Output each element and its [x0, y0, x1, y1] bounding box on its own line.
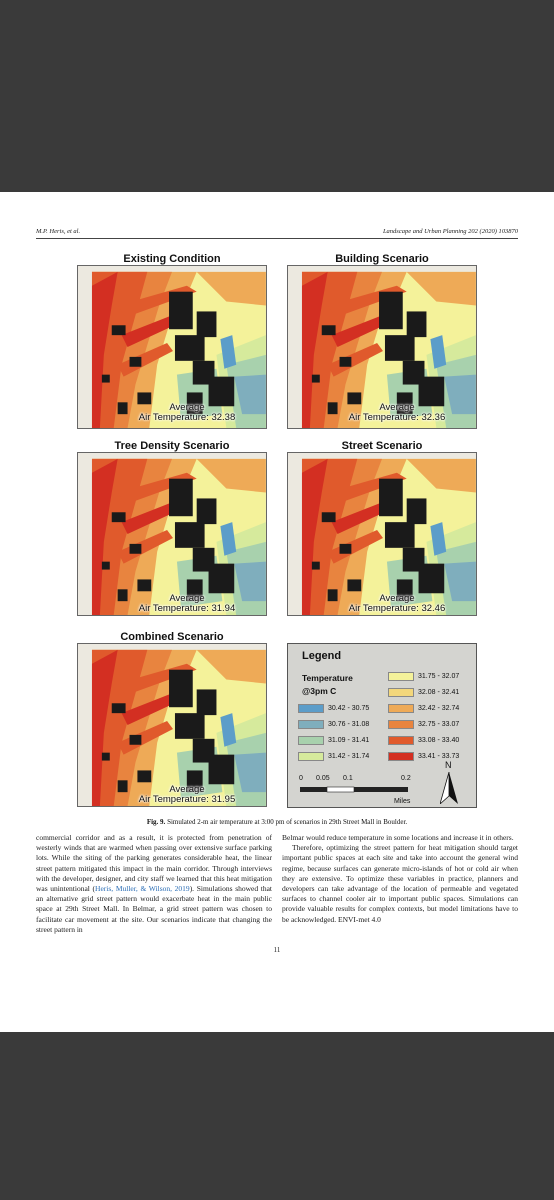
legend-range: 33.08 - 33.40: [418, 737, 460, 744]
legend-subtitle-line: Temperature: [302, 673, 353, 683]
scale-label: 0.1: [343, 775, 353, 782]
legend-swatch: [388, 688, 414, 697]
heatmap-graphic: [78, 453, 266, 615]
panel-title: Street Scenario: [341, 440, 423, 452]
legend-item: 33.41 - 33.73: [388, 752, 459, 761]
legend-item: 31.09 - 31.41: [298, 736, 369, 745]
paragraph: Therefore, optimizing the street pattern…: [282, 843, 518, 924]
body-column-left: commercial corridor and as a result, it …: [36, 833, 272, 935]
legend-swatch: [388, 736, 414, 745]
scale-label: 0.05: [316, 775, 330, 782]
legend-range: 31.42 - 31.74: [328, 753, 370, 760]
legend-range: 30.42 - 30.75: [328, 705, 370, 712]
legend-swatch: [388, 672, 414, 681]
legend-swatch: [298, 704, 324, 713]
average-label: Average Air Temperature: 31.94: [117, 594, 257, 614]
legend-range: 32.42 - 32.74: [418, 705, 460, 712]
legend-item: 33.08 - 33.40: [388, 736, 459, 745]
panel-title: Existing Condition: [123, 253, 221, 265]
body-column-right: Belmar would reduce temperature in some …: [282, 833, 518, 925]
average-label: Average Air Temperature: 32.36: [327, 403, 467, 423]
heatmap-graphic: [78, 644, 266, 806]
average-word: Average: [169, 402, 205, 413]
caption-label: Fig. 9.: [146, 818, 166, 826]
heatmap: [77, 452, 267, 616]
legend-item: 31.75 - 32.07: [388, 672, 459, 681]
legend-swatch: [388, 752, 414, 761]
legend-range: 31.09 - 31.41: [328, 737, 370, 744]
legend-swatch: [298, 736, 324, 745]
citation-link[interactable]: Heris, Muller, & Wilson, 2019: [95, 884, 190, 894]
heatmap: [287, 452, 477, 616]
scale-unit: Miles: [394, 798, 411, 805]
average-label: Average Air Temperature: 32.46: [327, 594, 467, 614]
document-page: M.P. Heris, et al. Landscape and Urban P…: [0, 192, 554, 1032]
paragraph: Belmar would reduce temperature in some …: [282, 833, 514, 842]
legend-swatch: [388, 720, 414, 729]
average-word: Average: [169, 593, 205, 604]
legend-range: 31.75 - 32.07: [418, 673, 460, 680]
panel-title: Building Scenario: [335, 253, 429, 265]
legend-item: 32.75 - 33.07: [388, 720, 459, 729]
average-word: Average: [169, 784, 205, 795]
running-header: M.P. Heris, et al. Landscape and Urban P…: [36, 228, 518, 235]
average-label: Average Air Temperature: 31.95: [117, 785, 257, 805]
scale-bar: [300, 786, 408, 793]
scale-label: 0: [299, 775, 303, 782]
map-legend: Legend Temperature @3pm C 30.42 - 30.75 …: [287, 643, 477, 808]
average-value: Air Temperature: 32.36: [348, 412, 446, 423]
header-journal: Landscape and Urban Planning 202 (2020) …: [382, 228, 518, 235]
header-rule: [36, 238, 518, 239]
panel-title: Combined Scenario: [120, 631, 224, 643]
legend-item: 31.42 - 31.74: [298, 752, 369, 761]
legend-subtitle: Temperature @3pm C: [302, 672, 353, 698]
heatmap: [77, 265, 267, 429]
legend-range: 30.76 - 31.08: [328, 721, 370, 728]
legend-range: 33.41 - 33.73: [418, 753, 460, 760]
scale-label: 0.2: [401, 775, 411, 782]
paragraph: commercial corridor and as a result, it …: [36, 833, 272, 935]
average-label: Average Air Temperature: 32.38: [117, 403, 257, 423]
caption-text: Simulated 2-m air temperature at 3:00 pm…: [167, 818, 408, 826]
legend-range: 32.08 - 32.41: [418, 689, 460, 696]
page-number: 11: [273, 946, 281, 954]
legend-title: Legend: [302, 650, 342, 662]
legend-item: 30.76 - 31.08: [298, 720, 369, 729]
text-run: ). Simulations showed that an alternativ…: [36, 884, 273, 934]
legend-item: 30.42 - 30.75: [298, 704, 369, 713]
average-value: Air Temperature: 32.38: [138, 412, 236, 423]
average-value: Air Temperature: 31.95: [138, 794, 236, 805]
panel-title: Tree Density Scenario: [114, 440, 230, 452]
legend-item: 32.42 - 32.74: [388, 704, 459, 713]
figure-caption: Fig. 9. Simulated 2-m air temperature at…: [0, 818, 554, 826]
north-label: N: [445, 760, 452, 770]
legend-swatch: [298, 752, 324, 761]
average-value: Air Temperature: 32.46: [348, 603, 446, 614]
text-run: commercial corridor and as a result, it …: [36, 833, 272, 894]
north-arrow-icon: [440, 772, 458, 804]
header-authors: M.P. Heris, et al.: [36, 228, 81, 235]
average-value: Air Temperature: 31.94: [138, 603, 236, 614]
legend-subtitle-line: @3pm C: [302, 686, 337, 696]
average-word: Average: [379, 593, 415, 604]
legend-item: 32.08 - 32.41: [388, 688, 459, 697]
heatmap-graphic: [288, 453, 476, 615]
legend-swatch: [298, 720, 324, 729]
average-word: Average: [379, 402, 415, 413]
heatmap: [287, 265, 477, 429]
legend-range: 32.75 - 33.07: [418, 721, 460, 728]
heatmap: [77, 643, 267, 807]
legend-swatch: [388, 704, 414, 713]
